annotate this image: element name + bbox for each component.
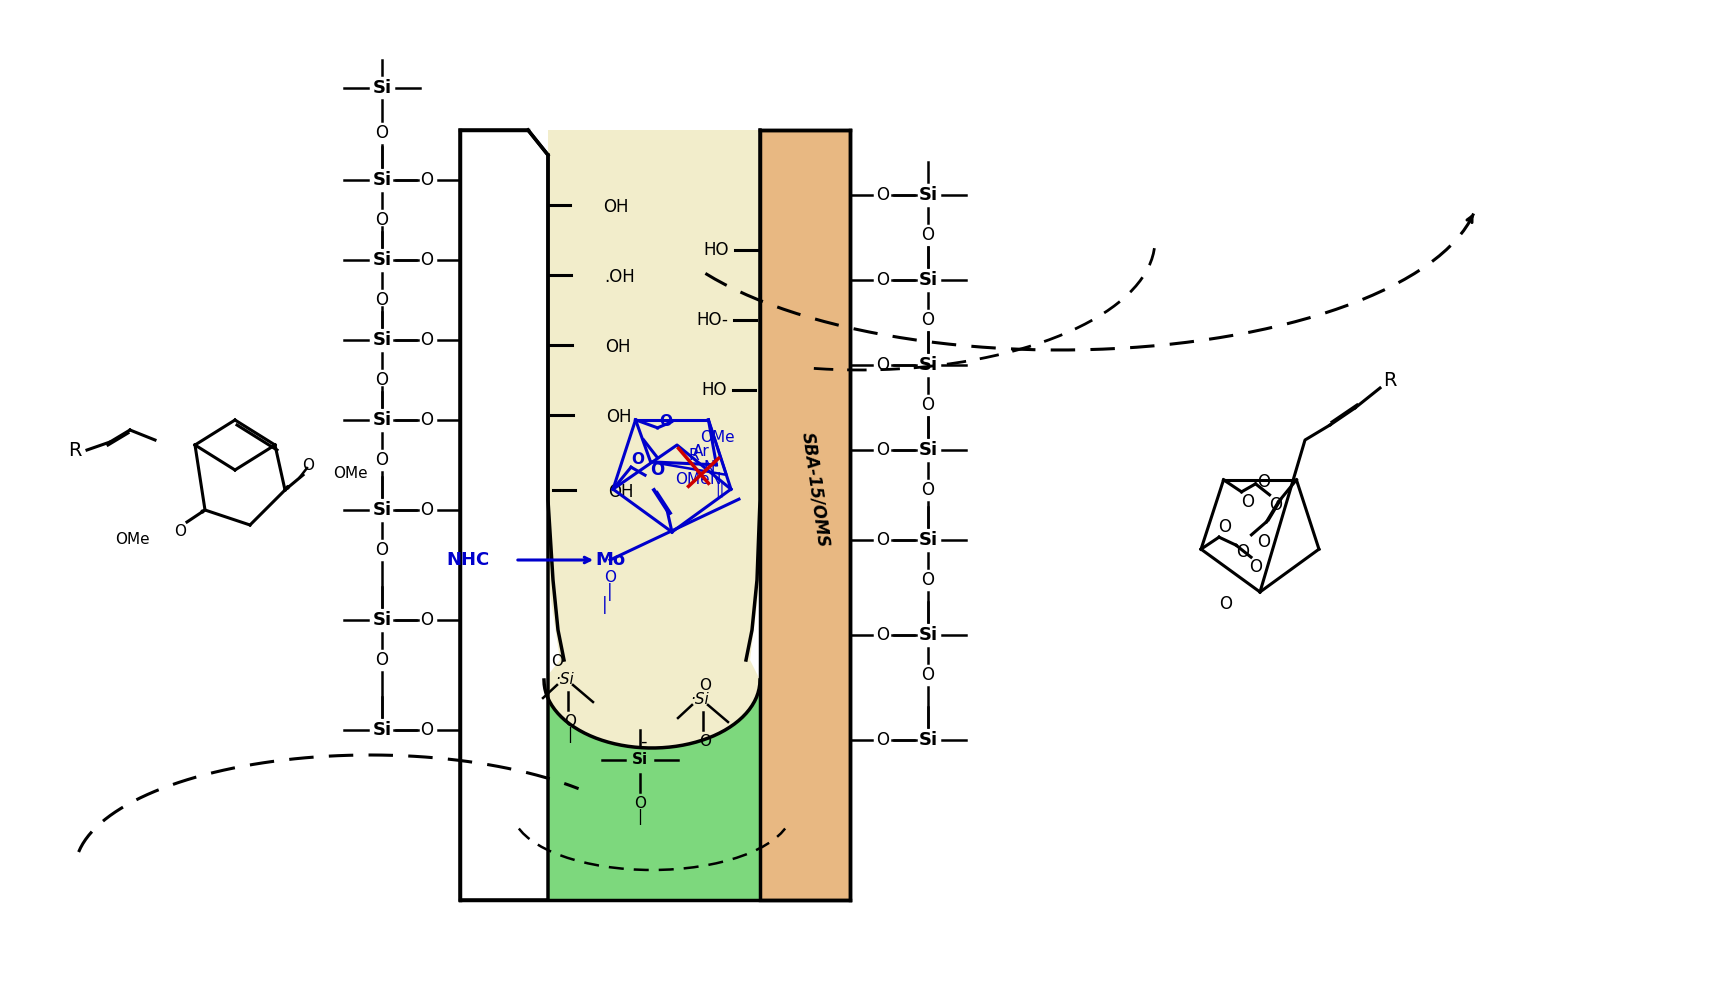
- Text: O: O: [1257, 533, 1271, 551]
- Text: |: |: [637, 809, 642, 825]
- Polygon shape: [543, 130, 760, 748]
- Text: O: O: [1219, 595, 1233, 613]
- Text: O: O: [375, 291, 389, 309]
- Polygon shape: [760, 130, 851, 900]
- Text: N: N: [703, 460, 715, 474]
- Text: Si: Si: [918, 531, 937, 549]
- Text: O: O: [1219, 519, 1231, 536]
- Text: Si: Si: [373, 171, 392, 189]
- Text: OMe: OMe: [701, 430, 734, 446]
- Text: Si: Si: [373, 611, 392, 629]
- Text: Si: Si: [918, 441, 937, 459]
- Text: O: O: [302, 459, 314, 473]
- Text: O: O: [375, 211, 389, 229]
- Text: Si: Si: [918, 731, 937, 749]
- Text: O: O: [420, 411, 434, 429]
- Text: R: R: [68, 441, 82, 460]
- Text: O: O: [420, 171, 434, 189]
- Text: O: O: [877, 271, 889, 289]
- Text: O: O: [700, 734, 712, 750]
- Text: O: O: [420, 611, 434, 629]
- Text: Si: Si: [373, 721, 392, 739]
- Text: O: O: [1241, 493, 1253, 511]
- Text: SBA-15/OMS: SBA-15/OMS: [799, 431, 832, 549]
- Text: O: O: [700, 678, 712, 693]
- Text: OH: OH: [606, 338, 630, 356]
- Text: O: O: [1236, 543, 1250, 561]
- Text: OH: OH: [608, 483, 634, 501]
- Text: O: O: [877, 186, 889, 204]
- Text: NHC: NHC: [446, 551, 490, 569]
- Text: O: O: [604, 571, 616, 585]
- Text: Mo: Mo: [595, 551, 625, 569]
- Text: Si: Si: [918, 626, 937, 644]
- Text: OMe: OMe: [333, 466, 368, 481]
- Text: O: O: [922, 311, 934, 329]
- Text: ·Si: ·Si: [691, 693, 710, 707]
- Text: .OH: .OH: [604, 268, 635, 286]
- Text: O: O: [877, 531, 889, 549]
- Text: HO: HO: [703, 241, 729, 259]
- Text: Si: Si: [373, 79, 392, 97]
- Text: OMe: OMe: [115, 532, 149, 547]
- Text: |: |: [608, 583, 613, 601]
- Text: |: |: [602, 596, 608, 614]
- Text: O: O: [660, 414, 672, 429]
- Text: -: -: [641, 733, 646, 751]
- Text: O: O: [1257, 473, 1271, 491]
- Text: Si: Si: [918, 356, 937, 374]
- Text: O: O: [564, 714, 576, 729]
- Text: O: O: [174, 524, 186, 539]
- Text: O: O: [632, 452, 644, 466]
- Text: OMe: OMe: [675, 471, 710, 487]
- Text: N: N: [710, 471, 720, 487]
- Text: Si: Si: [373, 411, 392, 429]
- Text: O: O: [375, 651, 389, 669]
- Text: R: R: [689, 448, 700, 462]
- Text: OH: OH: [606, 408, 632, 426]
- Text: O: O: [1250, 558, 1262, 577]
- Text: O: O: [877, 441, 889, 459]
- Text: HO: HO: [701, 381, 727, 399]
- Text: O: O: [420, 331, 434, 349]
- Text: O: O: [420, 251, 434, 269]
- Text: O: O: [922, 571, 934, 589]
- Text: O: O: [877, 626, 889, 644]
- Text: O: O: [550, 654, 562, 669]
- Text: O: O: [1269, 496, 1283, 514]
- Text: Si: Si: [918, 271, 937, 289]
- Text: Si: Si: [373, 331, 392, 349]
- Text: Si: Si: [632, 753, 648, 768]
- Text: Si: Si: [918, 186, 937, 204]
- Text: R: R: [1384, 371, 1397, 390]
- Text: Si: Si: [373, 251, 392, 269]
- Text: O: O: [375, 541, 389, 559]
- Text: O: O: [922, 666, 934, 684]
- Text: |: |: [568, 727, 573, 743]
- Text: HO-: HO-: [696, 311, 727, 329]
- Text: O: O: [651, 461, 665, 479]
- Text: O: O: [375, 371, 389, 389]
- Text: ·Si: ·Si: [556, 672, 575, 688]
- Text: O: O: [877, 731, 889, 749]
- Text: O: O: [375, 451, 389, 469]
- Text: Si: Si: [373, 501, 392, 519]
- Text: O: O: [877, 356, 889, 374]
- Polygon shape: [460, 130, 549, 900]
- Text: O: O: [922, 396, 934, 414]
- Text: Ar: Ar: [693, 444, 710, 459]
- Text: O: O: [375, 124, 389, 142]
- Polygon shape: [460, 660, 760, 900]
- Text: O: O: [420, 721, 434, 739]
- Text: OH: OH: [602, 198, 628, 216]
- Text: O: O: [634, 796, 646, 812]
- Text: O: O: [420, 501, 434, 519]
- Text: O: O: [922, 481, 934, 499]
- Text: ||: ||: [715, 483, 724, 497]
- Text: O: O: [922, 226, 934, 244]
